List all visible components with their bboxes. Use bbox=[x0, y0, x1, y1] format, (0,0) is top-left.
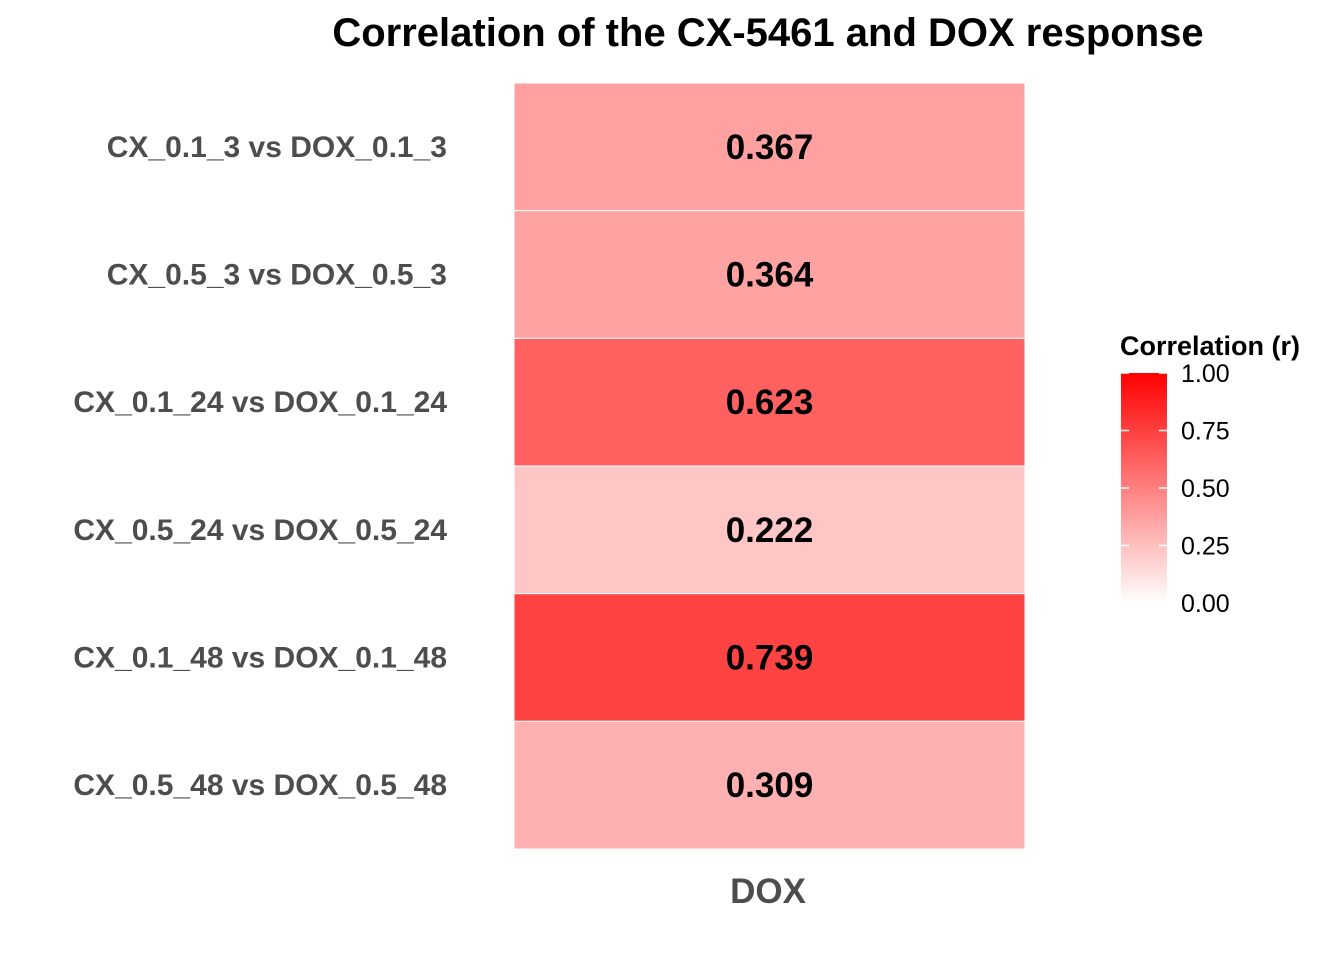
heatmap-cell bbox=[513, 337, 1026, 467]
legend-tick-label: 1.00 bbox=[1181, 360, 1230, 388]
row-label: CX_0.1_48 vs DOX_0.1_48 bbox=[73, 642, 447, 675]
legend-tick-label: 0.00 bbox=[1181, 590, 1230, 618]
row-labels: CX_0.1_3 vs DOX_0.1_3 CX_0.5_3 vs DOX_0.5… bbox=[73, 131, 447, 802]
cell-value-label: 0.739 bbox=[726, 639, 814, 678]
row-label: CX_0.1_24 vs DOX_0.1_24 bbox=[73, 386, 447, 419]
x-tick-label: DOX bbox=[730, 872, 807, 911]
legend-title: Correlation (r) bbox=[1120, 331, 1300, 361]
legend-tick-label: 0.25 bbox=[1181, 533, 1230, 561]
color-legend: Correlation (r) 1.00 0.75 0.50 0.25 0.00 bbox=[1120, 331, 1300, 618]
row-label: CX_0.5_48 vs DOX_0.5_48 bbox=[73, 769, 447, 802]
legend-tick-label: 0.50 bbox=[1181, 475, 1230, 503]
heatmap-cell bbox=[513, 82, 1026, 212]
cell-value-label: 0.309 bbox=[726, 766, 814, 805]
legend-tick-label: 0.75 bbox=[1181, 418, 1230, 446]
heatmap-cell bbox=[513, 465, 1026, 595]
row-label: CX_0.5_24 vs DOX_0.5_24 bbox=[73, 514, 447, 547]
heatmap-cells: 0.367 0.364 0.623 0.222 0.739 0.309 bbox=[513, 82, 1026, 850]
cell-value-label: 0.364 bbox=[726, 256, 814, 295]
chart-title: Correlation of the CX-5461 and DOX respo… bbox=[332, 11, 1203, 55]
heatmap-cell bbox=[513, 210, 1026, 339]
cell-value-label: 0.222 bbox=[726, 511, 814, 550]
heatmap-cell bbox=[513, 720, 1026, 850]
cell-value-label: 0.623 bbox=[726, 383, 814, 422]
row-label: CX_0.5_3 vs DOX_0.5_3 bbox=[107, 259, 447, 292]
legend-ticks: 1.00 0.75 0.50 0.25 0.00 bbox=[1121, 360, 1230, 618]
row-label: CX_0.1_3 vs DOX_0.1_3 bbox=[107, 131, 447, 164]
cell-value-label: 0.367 bbox=[726, 128, 814, 167]
heatmap-cell bbox=[513, 593, 1026, 722]
